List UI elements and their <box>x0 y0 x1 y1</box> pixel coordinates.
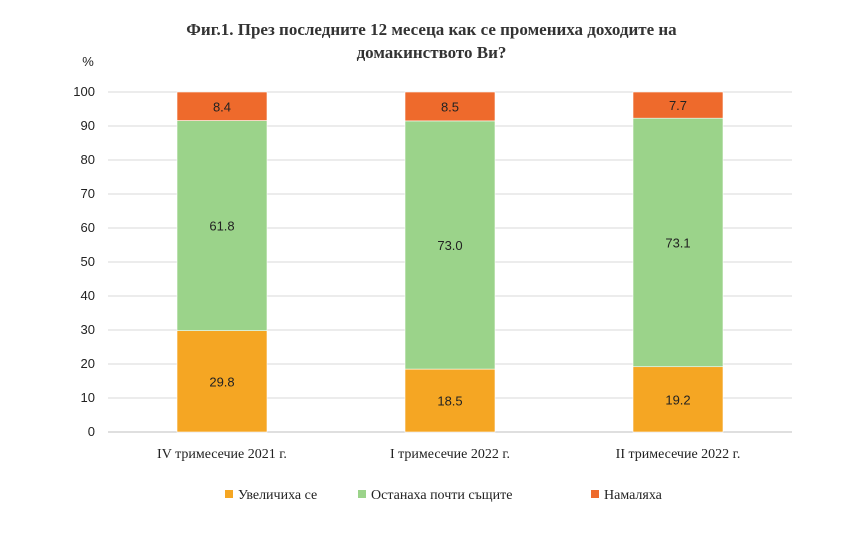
bars: 29.8 61.8 8.4 18.5 73.0 8.5 19.2 73.1 7.7 <box>176 91 724 433</box>
y-axis-unit: % <box>82 54 94 69</box>
y-tick-label: 80 <box>81 152 95 167</box>
data-label: 29.8 <box>209 374 234 389</box>
bar-segment <box>632 366 724 433</box>
bar-segment <box>176 91 268 121</box>
data-label: 61.8 <box>209 219 234 234</box>
x-axis: IV тримесечие 2021 г. I тримесечие 2022 г… <box>157 447 740 462</box>
y-tick-label: 90 <box>81 118 95 133</box>
data-label: 73.1 <box>665 235 690 250</box>
y-tick-label: 0 <box>88 424 95 439</box>
bar-segment <box>176 120 268 331</box>
data-label: 19.2 <box>665 392 690 407</box>
data-label: 7.7 <box>669 98 687 113</box>
chart-title-line-1: Фиг.1. През последните 12 месеца как се … <box>186 20 677 39</box>
legend-swatch <box>225 490 233 498</box>
bar-segment <box>404 368 496 433</box>
bar-segment <box>176 330 268 433</box>
legend-label: Останаха почти същите <box>371 488 512 503</box>
y-tick-label: 30 <box>81 322 95 337</box>
legend: Увеличиха се Останаха почти същите Намалях… <box>225 488 663 503</box>
y-axis: 0 10 20 30 40 50 60 70 80 90 100% <box>73 54 95 439</box>
y-tick-label: 100 <box>73 84 95 99</box>
x-category-label: II тримесечие 2022 г. <box>616 447 741 462</box>
data-label: 8.4 <box>213 99 231 114</box>
bar-segment <box>632 117 724 368</box>
y-tick-label: 10 <box>81 390 95 405</box>
y-tick-label: 20 <box>81 356 95 371</box>
chart-title: Фиг.1. През последните 12 месеца как се … <box>0 18 863 64</box>
data-label: 73.0 <box>437 238 462 253</box>
legend-label: Намаляха <box>604 488 663 503</box>
data-label: 8.5 <box>441 99 459 114</box>
y-tick-label: 50 <box>81 254 95 269</box>
x-category-label: IV тримесечие 2021 г. <box>157 447 287 462</box>
bar-segment <box>404 120 496 370</box>
y-tick-label: 70 <box>81 186 95 201</box>
data-label: 18.5 <box>437 394 462 409</box>
bar-segment <box>632 91 724 119</box>
y-tick-label: 40 <box>81 288 95 303</box>
y-tick-label: 60 <box>81 220 95 235</box>
legend-label: Увеличиха се <box>238 488 317 503</box>
x-category-label: I тримесечие 2022 г. <box>390 447 510 462</box>
chart-title-line-2: домакинството Ви? <box>356 43 507 62</box>
bar-segment <box>404 91 496 122</box>
legend-swatch <box>358 490 366 498</box>
legend-swatch <box>591 490 599 498</box>
